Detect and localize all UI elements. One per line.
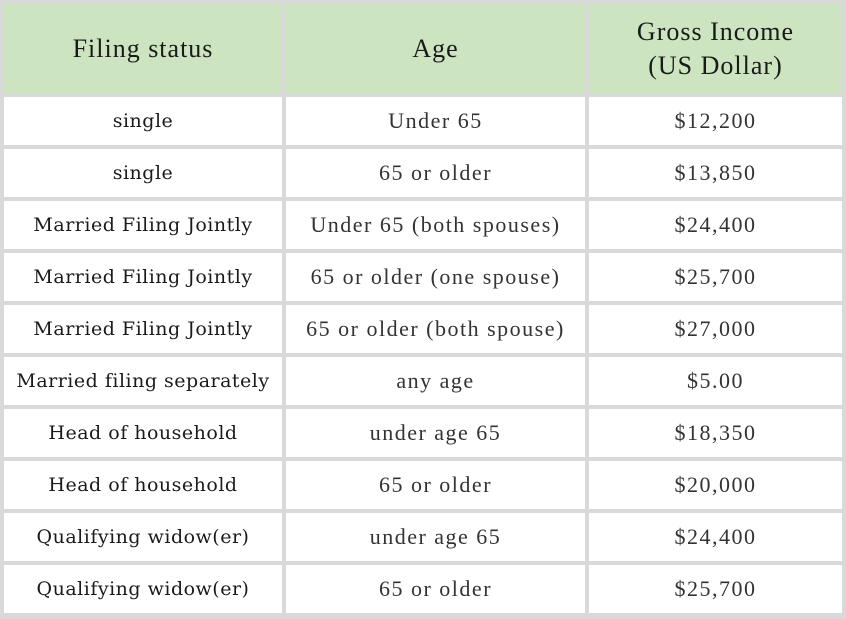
cell-gross-income: $12,200 <box>589 97 842 145</box>
cell-age: 65 or older (one spouse) <box>286 253 585 301</box>
cell-filing-status: Married Filing Jointly <box>4 253 282 301</box>
cell-gross-income: $24,400 <box>589 201 842 249</box>
cell-age: 65 or older <box>286 565 585 613</box>
cell-gross-income: $27,000 <box>589 305 842 353</box>
cell-age: any age <box>286 357 585 405</box>
cell-age: under age 65 <box>286 409 585 457</box>
cell-gross-income: $24,400 <box>589 513 842 561</box>
header-age: Age <box>286 4 585 93</box>
cell-age: 65 or older <box>286 461 585 509</box>
cell-gross-income: $20,000 <box>589 461 842 509</box>
header-filing-status: Filing status <box>4 4 282 93</box>
cell-filing-status: Head of household <box>4 461 282 509</box>
cell-age: Under 65 (both spouses) <box>286 201 585 249</box>
cell-filing-status: Qualifying widow(er) <box>4 565 282 613</box>
cell-gross-income: $25,700 <box>589 565 842 613</box>
header-gross-income: Gross Income (US Dollar) <box>589 4 842 93</box>
cell-filing-status: Head of household <box>4 409 282 457</box>
cell-filing-status: single <box>4 97 282 145</box>
cell-gross-income: $25,700 <box>589 253 842 301</box>
cell-filing-status: single <box>4 149 282 197</box>
cell-filing-status: Married filing separately <box>4 357 282 405</box>
cell-filing-status: Qualifying widow(er) <box>4 513 282 561</box>
cell-filing-status: Married Filing Jointly <box>4 201 282 249</box>
cell-gross-income: $18,350 <box>589 409 842 457</box>
cell-age: 65 or older <box>286 149 585 197</box>
cell-gross-income: $13,850 <box>589 149 842 197</box>
cell-age: 65 or older (both spouse) <box>286 305 585 353</box>
cell-age: Under 65 <box>286 97 585 145</box>
cell-age: under age 65 <box>286 513 585 561</box>
cell-gross-income: $5.00 <box>589 357 842 405</box>
cell-filing-status: Married Filing Jointly <box>4 305 282 353</box>
